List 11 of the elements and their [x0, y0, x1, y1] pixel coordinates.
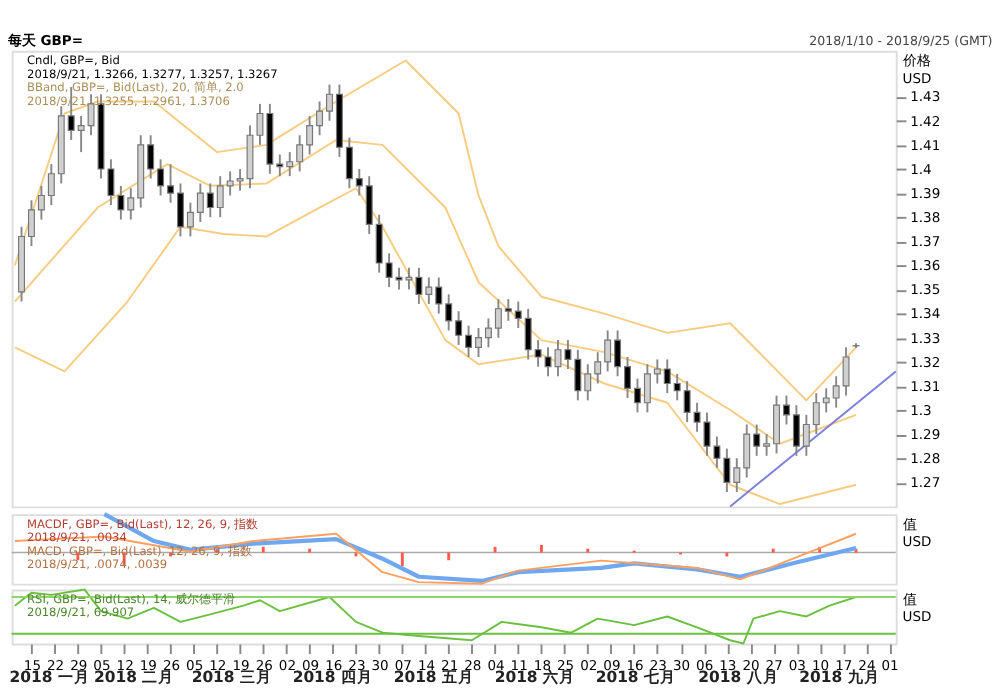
text: 2018 二月	[93, 668, 175, 687]
text: 2018 三月	[191, 668, 272, 687]
text: 2018 八月	[698, 668, 779, 687]
text: 2018 一月	[9, 668, 90, 687]
line-series	[13, 59, 857, 402]
text: 2018 九月	[799, 668, 880, 687]
text: 2018 六月	[494, 668, 575, 687]
text: 2018 四月	[292, 668, 373, 687]
text: 2018 七月	[595, 668, 676, 687]
line-series	[13, 139, 857, 445]
text: 2018 五月	[393, 668, 474, 687]
